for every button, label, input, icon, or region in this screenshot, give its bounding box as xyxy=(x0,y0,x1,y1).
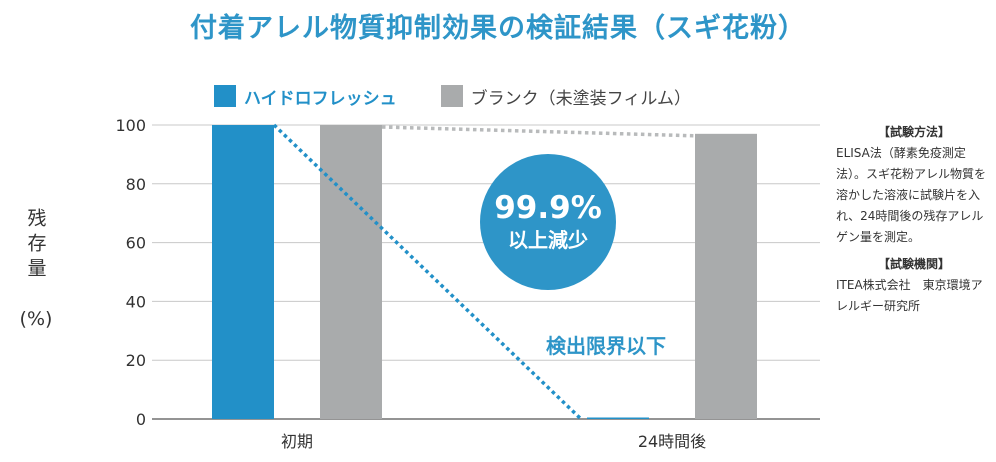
y-tick-label: 60 xyxy=(126,234,146,253)
y-axis-label-unit: (%) xyxy=(19,308,53,330)
bar-blank-0 xyxy=(320,125,382,419)
x-tick-label: 24時間後 xyxy=(638,432,706,451)
trend-line-blank xyxy=(381,125,696,138)
legend-item-hydrofresh: ハイドロフレッシュ xyxy=(214,84,397,109)
agency-heading: 【試験機関】 xyxy=(877,257,950,271)
legend-label-blank: ブランク（未塗装フィルム） xyxy=(470,88,691,109)
bar-blank-1 xyxy=(695,133,757,419)
method-heading: 【試験方法】 xyxy=(877,125,950,139)
y-axis-label: 残存量 (%) xyxy=(12,208,60,330)
reduction-badge: 99.9% 以上減少 xyxy=(480,154,616,290)
legend-label-hydrofresh: ハイドロフレッシュ xyxy=(244,88,397,109)
trend-line-hydrofresh xyxy=(272,123,583,421)
y-tick-label: 80 xyxy=(126,175,146,194)
y-tick-label: 20 xyxy=(126,351,146,370)
detection-limit-label: 検出限界以下 xyxy=(546,334,666,358)
method-text: ELISA法（酵素免疫測定法）。スギ花粉アレル物質を溶かした溶液に試験片を入れ、… xyxy=(836,146,987,244)
badge-text: 以上減少 xyxy=(508,228,588,252)
bar-hydrofresh-1 xyxy=(587,417,649,419)
legend-item-blank: ブランク（未塗装フィルム） xyxy=(440,84,691,109)
legend-swatch-hydrofresh xyxy=(214,85,236,107)
badge-percent: 99.9% xyxy=(494,190,602,226)
y-tick-label: 100 xyxy=(115,116,146,135)
bar-hydrofresh-0 xyxy=(212,125,274,419)
y-tick-label: 40 xyxy=(126,292,146,311)
y-axis-label-text: 残存量 xyxy=(24,208,47,283)
test-method-note: 【試験方法】 ELISA法（酵素免疫測定法）。スギ花粉アレル物質を溶かした溶液に… xyxy=(836,122,992,317)
legend-swatch-blank xyxy=(440,85,463,107)
agency-text: ITEA株式会社 東京環境アレルギー研究所 xyxy=(836,278,983,313)
chart-title: 付着アレル物質抑制効果の検証結果（スギ花粉） xyxy=(190,13,806,44)
x-tick-label: 初期 xyxy=(281,432,313,451)
legend: ハイドロフレッシュ ブランク（未塗装フィルム） xyxy=(214,84,735,109)
y-tick-label: 0 xyxy=(136,410,146,429)
